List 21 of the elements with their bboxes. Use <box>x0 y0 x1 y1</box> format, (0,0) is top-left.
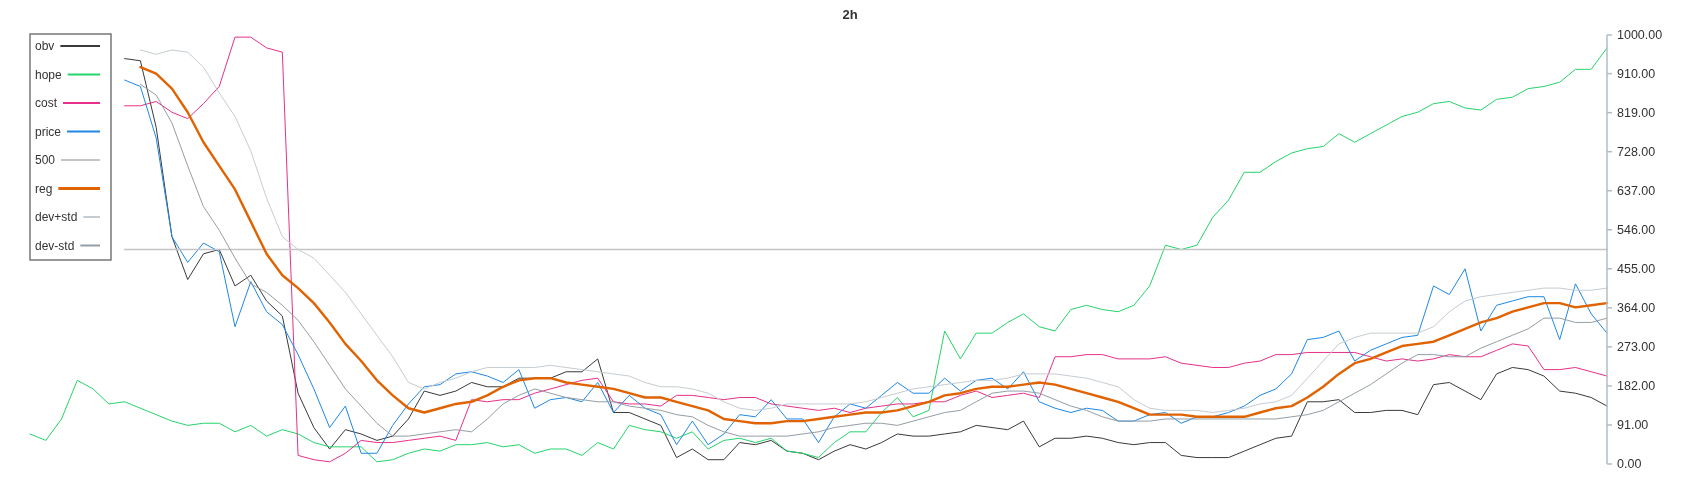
y-tick-label: 1000.00 <box>1617 28 1663 42</box>
legend-label: obv <box>35 39 55 53</box>
chart-title: 2h <box>842 7 858 22</box>
y-tick-label: 273.00 <box>1617 339 1656 354</box>
y-tick-label: 637.00 <box>1617 183 1656 198</box>
legend-label: 500 <box>35 153 56 167</box>
y-tick-label: 455.00 <box>1617 261 1656 276</box>
legend-label: cost <box>35 96 58 110</box>
y-tick-label: 91.00 <box>1617 417 1649 432</box>
legend-label: price <box>35 124 62 139</box>
y-tick-label: 546.00 <box>1617 222 1656 237</box>
y-tick-label: 364.00 <box>1617 300 1656 315</box>
y-tick-label: 0.00 <box>1617 457 1642 471</box>
y-tick-label: 728.00 <box>1617 144 1656 159</box>
legend-label: dev-std <box>35 238 75 253</box>
legend-label: hope <box>35 67 63 82</box>
y-tick-label: 182.00 <box>1617 378 1656 393</box>
legend-label: dev+std <box>35 210 78 224</box>
y-tick-label: 910.00 <box>1617 66 1656 81</box>
legend-label: reg <box>35 181 53 196</box>
y-tick-label: 819.00 <box>1617 105 1656 120</box>
